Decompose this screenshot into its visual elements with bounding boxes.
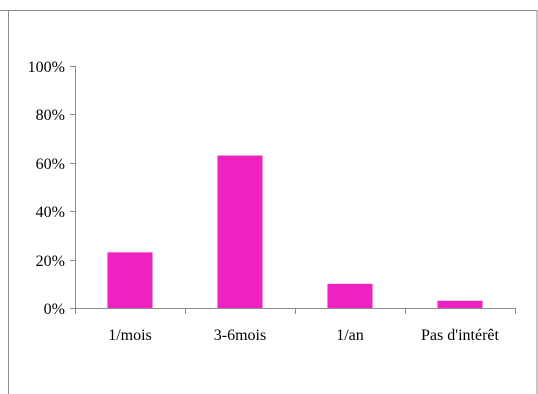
y-tick-label: 20% xyxy=(36,253,65,270)
bar-series xyxy=(107,155,483,308)
x-tick-label: 3-6mois xyxy=(214,327,266,344)
x-tick-label: Pas d'intérêt xyxy=(421,327,500,344)
y-axis: 0% 20% 40% 60% 80% 100% xyxy=(28,59,76,318)
category-labels: 1/mois 3-6mois 1/an Pas d'intérêt xyxy=(108,327,499,344)
y-tick-label: 40% xyxy=(36,204,65,221)
y-tick-label: 80% xyxy=(36,107,65,124)
bar xyxy=(437,300,483,308)
y-tick-label: 0% xyxy=(44,301,65,318)
y-tick-label: 60% xyxy=(36,156,65,173)
bar xyxy=(217,155,263,308)
x-tick-label: 1/an xyxy=(336,327,364,344)
bar xyxy=(327,283,373,308)
bar xyxy=(107,252,153,308)
x-tick-label: 1/mois xyxy=(108,327,152,344)
x-axis xyxy=(75,308,516,314)
y-tick-label: 100% xyxy=(28,59,65,76)
